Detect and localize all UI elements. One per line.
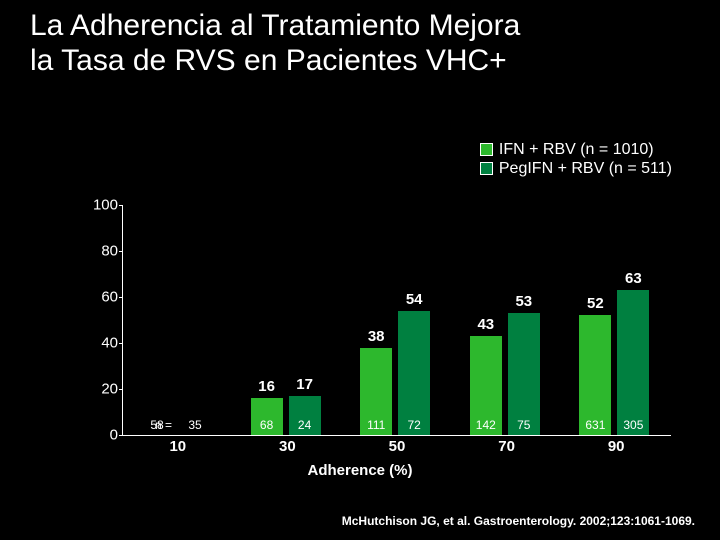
plot: n = 020406080100583510166817243038111547…: [122, 205, 671, 436]
bar-series-b: 5472: [398, 311, 430, 435]
legend-label-a: IFN + RBV (n = 1010): [499, 140, 654, 159]
bar-value-label: 54: [394, 291, 434, 308]
bar-group: 16681724: [233, 205, 343, 435]
x-tick-label: 70: [452, 438, 562, 455]
legend-label-b: PegIFN + RBV (n = 511): [499, 159, 672, 178]
bar-n-label: 111: [356, 418, 396, 432]
citation: McHutchison JG, et al. Gastroenterology.…: [342, 514, 695, 528]
legend-swatch-b: [480, 162, 493, 175]
bar-n-label: 58: [137, 418, 177, 432]
bar-value-label: 53: [504, 293, 544, 310]
legend-item-a: IFN + RBV (n = 1010): [480, 140, 672, 159]
legend-item-b: PegIFN + RBV (n = 511): [480, 159, 672, 178]
bar-series-a: 43142: [470, 336, 502, 435]
bar-value-label: 52: [575, 295, 615, 312]
bar-n-label: 75: [504, 418, 544, 432]
bar-value-label: 63: [613, 270, 653, 287]
bar-value-label: 16: [247, 378, 287, 395]
bar-group: 381115472: [342, 205, 452, 435]
y-tick-mark: [119, 435, 123, 436]
bar-n-label: 68: [247, 418, 287, 432]
bar-series-a: 38111: [360, 348, 392, 435]
y-tick-label: 0: [88, 427, 118, 444]
bar-series-a: 1668: [251, 398, 283, 435]
bar-group: 5835: [123, 205, 233, 435]
bar-n-label: 24: [285, 418, 325, 432]
slide-title: La Adherencia al Tratamiento Mejora la T…: [30, 8, 690, 79]
y-tick-label: 60: [88, 289, 118, 306]
bar-group: 5263163305: [561, 205, 671, 435]
legend: IFN + RBV (n = 1010) PegIFN + RBV (n = 5…: [480, 140, 672, 178]
bar-series-a: 52631: [579, 315, 611, 435]
slide: La Adherencia al Tratamiento Mejora la T…: [0, 0, 720, 540]
legend-swatch-a: [480, 143, 493, 156]
y-tick-label: 100: [88, 197, 118, 214]
bar-n-label: 631: [575, 418, 615, 432]
bar-n-label: 305: [613, 418, 653, 432]
title-line1: La Adherencia al Tratamiento Mejora: [30, 9, 520, 42]
bar-n-label: 142: [466, 418, 506, 432]
y-tick-label: 20: [88, 381, 118, 398]
bar-n-label: 35: [175, 418, 215, 432]
title-line2: la Tasa de RVS en Pacientes VHC+: [30, 44, 507, 77]
x-axis-label: Adherence (%): [0, 462, 720, 479]
y-tick-label: 80: [88, 243, 118, 260]
bar-value-label: 17: [285, 376, 325, 393]
bar-series-b: 5375: [508, 313, 540, 435]
x-tick-label: 50: [342, 438, 452, 455]
bar-series-b: 1724: [289, 396, 321, 435]
chart-area: n = 020406080100583510166817243038111547…: [92, 205, 670, 440]
bar-group: 431425375: [452, 205, 562, 435]
bar-value-label: 43: [466, 316, 506, 333]
x-tick-label: 90: [561, 438, 671, 455]
x-tick-label: 10: [123, 438, 233, 455]
y-tick-label: 40: [88, 335, 118, 352]
bar-n-label: 72: [394, 418, 434, 432]
bar-value-label: 38: [356, 328, 396, 345]
bar-series-b: 63305: [617, 290, 649, 435]
x-tick-label: 30: [233, 438, 343, 455]
